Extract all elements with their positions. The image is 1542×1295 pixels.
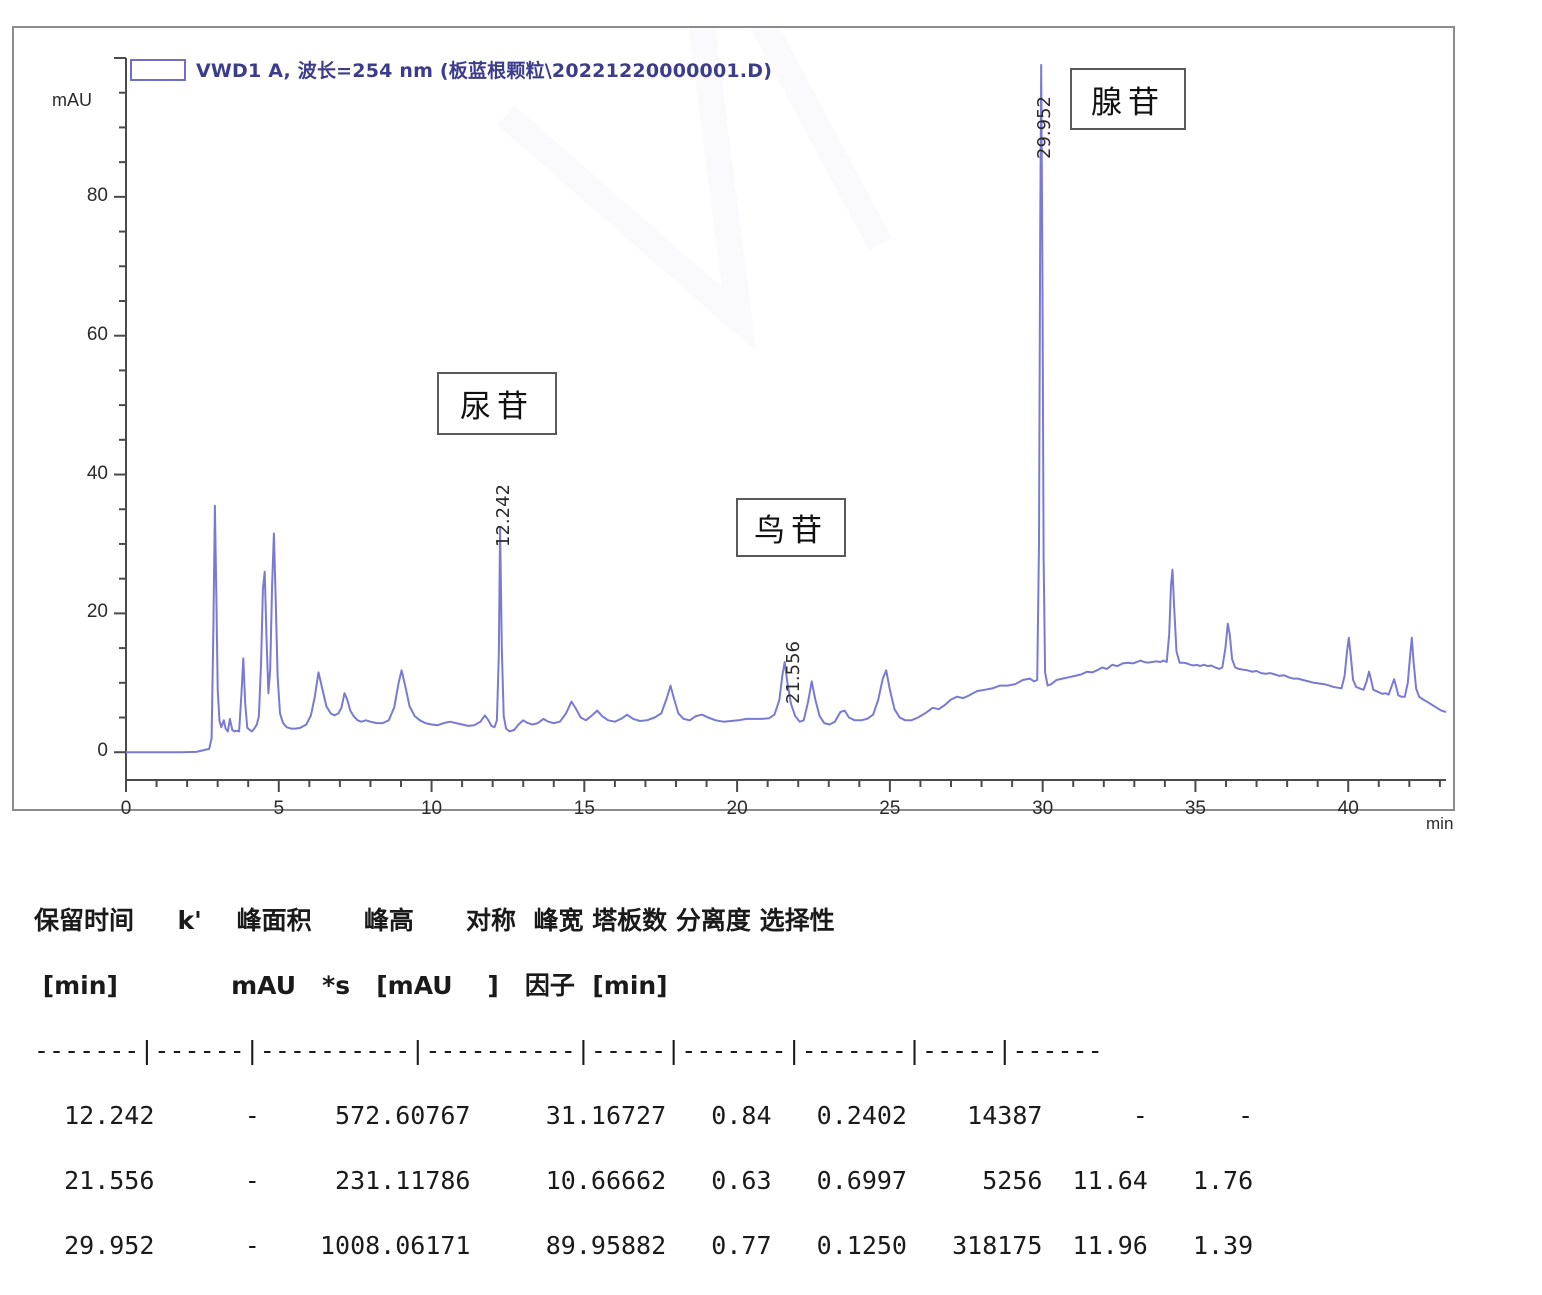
x-tick-20: 20 bbox=[726, 798, 748, 819]
table-header-row-2: [min] mAU *s [mAU ] 因子 [min] bbox=[34, 970, 668, 1000]
rt-label-uridine: 12.242 bbox=[493, 484, 514, 547]
table-header-row-1: 保留时间 k' 峰面积 峰高 对称 峰宽 塔板数 分离度 选择性 bbox=[34, 905, 835, 935]
peak-results-table: 保留时间 k' 峰面积 峰高 对称 峰宽 塔板数 分离度 选择性 [min] m… bbox=[34, 872, 1434, 1295]
x-tick-30: 30 bbox=[1032, 798, 1054, 819]
x-tick-15: 15 bbox=[573, 798, 595, 819]
table-separator: -------|------|----------|----------|---… bbox=[34, 1035, 1103, 1065]
legend: VWD1 A, 波长=254 nm (板蓝根颗粒\20221220000001.… bbox=[130, 56, 772, 83]
y-tick-60: 60 bbox=[86, 323, 108, 345]
x-tick-10: 10 bbox=[420, 798, 443, 819]
x-axis-ticks bbox=[125, 780, 1441, 792]
x-tick-40: 40 bbox=[1337, 798, 1359, 819]
y-tick-20: 20 bbox=[86, 601, 108, 623]
x-tick-25: 25 bbox=[879, 798, 901, 819]
x-tick-35: 35 bbox=[1184, 798, 1206, 819]
chromatogram-plot bbox=[114, 57, 1447, 792]
y-tick-0: 0 bbox=[97, 740, 108, 762]
legend-series-label: VWD1 A, 波长=254 nm (板蓝根颗粒\20221220000001.… bbox=[196, 60, 773, 82]
rt-label-adenosine: 29.952 bbox=[1034, 96, 1055, 159]
callout-uridine: 尿苷 bbox=[437, 372, 557, 435]
y-tick-80: 80 bbox=[86, 184, 108, 206]
legend-color-swatch bbox=[130, 58, 186, 81]
y-axis-unit-label: mAU bbox=[52, 90, 92, 110]
chromatogram-panel: mAU min 0 20 40 60 80 0 5 10 15 20 25 30 35 40 12.24… bbox=[12, 26, 1455, 833]
x-axis-unit-label: min bbox=[1426, 814, 1454, 833]
x-tick-5: 5 bbox=[273, 798, 285, 819]
callout-adenosine: 腺苷 bbox=[1070, 68, 1186, 130]
table-row: 21.556 - 231.11786 10.66662 0.63 0.6997 … bbox=[34, 1165, 1254, 1195]
x-tick-0: 0 bbox=[120, 798, 132, 819]
y-axis-ticks bbox=[114, 57, 126, 754]
table-row: 29.952 - 1008.06171 89.95882 0.77 0.1250… bbox=[34, 1230, 1254, 1260]
table-row: 12.242 - 572.60767 31.16727 0.84 0.2402 … bbox=[34, 1100, 1254, 1130]
chromatogram-trace bbox=[126, 63, 1447, 754]
rt-label-guanosine: 21.556 bbox=[783, 641, 804, 704]
y-tick-40: 40 bbox=[86, 462, 108, 484]
callout-guanosine: 鸟苷 bbox=[736, 498, 846, 557]
